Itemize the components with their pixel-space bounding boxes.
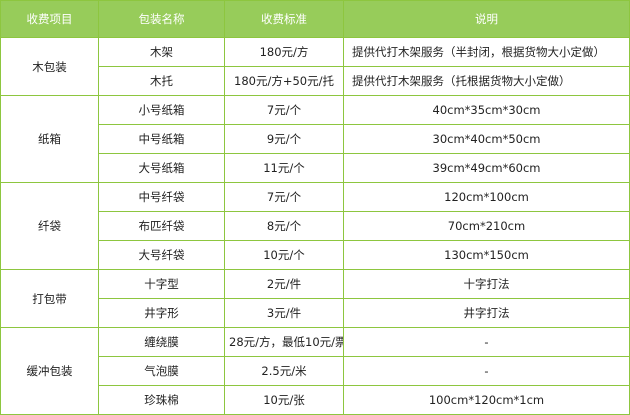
header-row: 收费项目 包装名称 收费标准 说明 [0, 0, 630, 38]
package-name: 小号纸箱 [98, 95, 225, 125]
description: 70cm*210cm [343, 211, 630, 241]
price: 7元/个 [224, 182, 344, 212]
table-row: 纸箱 小号纸箱 7元/个 40cm*35cm*30cm [0, 95, 630, 183]
price: 11元/个 [224, 153, 344, 183]
description: 十字打法 [343, 269, 630, 299]
table-row: 布匹纤袋 8元/个 70cm*210cm [1, 211, 630, 241]
package-name: 中号纸箱 [98, 124, 225, 154]
package-name: 珍珠棉 [98, 385, 225, 415]
price: 28元/方，最低10元/票 [224, 327, 344, 357]
header-cell: 说明 [343, 0, 630, 38]
table-row: 纤袋 中号纤袋 7元/个 120cm*100cm [0, 182, 630, 270]
package-name: 十字型 [98, 269, 225, 299]
price: 7元/个 [224, 95, 344, 125]
package-name: 中号纤袋 [98, 182, 225, 212]
table-row: 中号纸箱 9元/个 30cm*40cm*50cm [1, 124, 630, 154]
header-cell: 收费项目 [0, 0, 99, 38]
description: - [343, 356, 630, 386]
description: 39cm*49cm*60cm [343, 153, 630, 183]
package-name: 大号纤袋 [98, 240, 225, 270]
package-name: 缠绕膜 [98, 327, 225, 357]
category-cell: 木包装 [0, 37, 99, 96]
description: 井字打法 [343, 298, 630, 328]
description: - [343, 327, 630, 357]
package-name: 布匹纤袋 [98, 211, 225, 241]
description: 30cm*40cm*50cm [343, 124, 630, 154]
price: 8元/个 [224, 211, 344, 241]
table-row: 缓冲包装 缠绕膜 28元/方，最低10元/票 - [0, 327, 630, 415]
header-cell: 包装名称 [98, 0, 225, 38]
price: 3元/件 [224, 298, 344, 328]
package-name: 大号纸箱 [98, 153, 225, 183]
table-row: 打包带 十字型 2元/件 十字打法 [0, 269, 630, 328]
package-name: 井字形 [98, 298, 225, 328]
table-row: 大号纸箱 11元/个 39cm*49cm*60cm [1, 153, 630, 183]
price: 180元/方+50元/托 [224, 66, 344, 96]
description: 130cm*150cm [343, 240, 630, 270]
package-name: 木托 [98, 66, 225, 96]
table-row: 木托 180元/方+50元/托 提供代打木架服务（托根据货物大小定做） [1, 66, 630, 96]
category-cell: 打包带 [0, 269, 99, 328]
description: 40cm*35cm*30cm [343, 95, 630, 125]
package-name: 木架 [98, 37, 225, 67]
description: 提供代打木架服务（半封闭，根据货物大小定做） [343, 37, 630, 67]
table-row: 木包装 木架 180元/方 提供代打木架服务（半封闭，根据货物大小定做） [0, 37, 630, 96]
category-cell: 纸箱 [0, 95, 99, 183]
price: 2.5元/米 [224, 356, 344, 386]
price: 9元/个 [224, 124, 344, 154]
category-cell: 纤袋 [0, 182, 99, 270]
table-row: 大号纤袋 10元/个 130cm*150cm [1, 240, 630, 270]
description: 100cm*120cm*1cm [343, 385, 630, 415]
description: 提供代打木架服务（托根据货物大小定做） [343, 66, 630, 96]
price: 10元/个 [224, 240, 344, 270]
table-row: 气泡膜 2.5元/米 - [1, 356, 630, 386]
header-cell: 收费标准 [224, 0, 344, 38]
price: 180元/方 [224, 37, 344, 67]
package-name: 气泡膜 [98, 356, 225, 386]
description: 120cm*100cm [343, 182, 630, 212]
price: 2元/件 [224, 269, 344, 299]
category-cell: 缓冲包装 [0, 327, 99, 415]
price: 10元/张 [224, 385, 344, 415]
